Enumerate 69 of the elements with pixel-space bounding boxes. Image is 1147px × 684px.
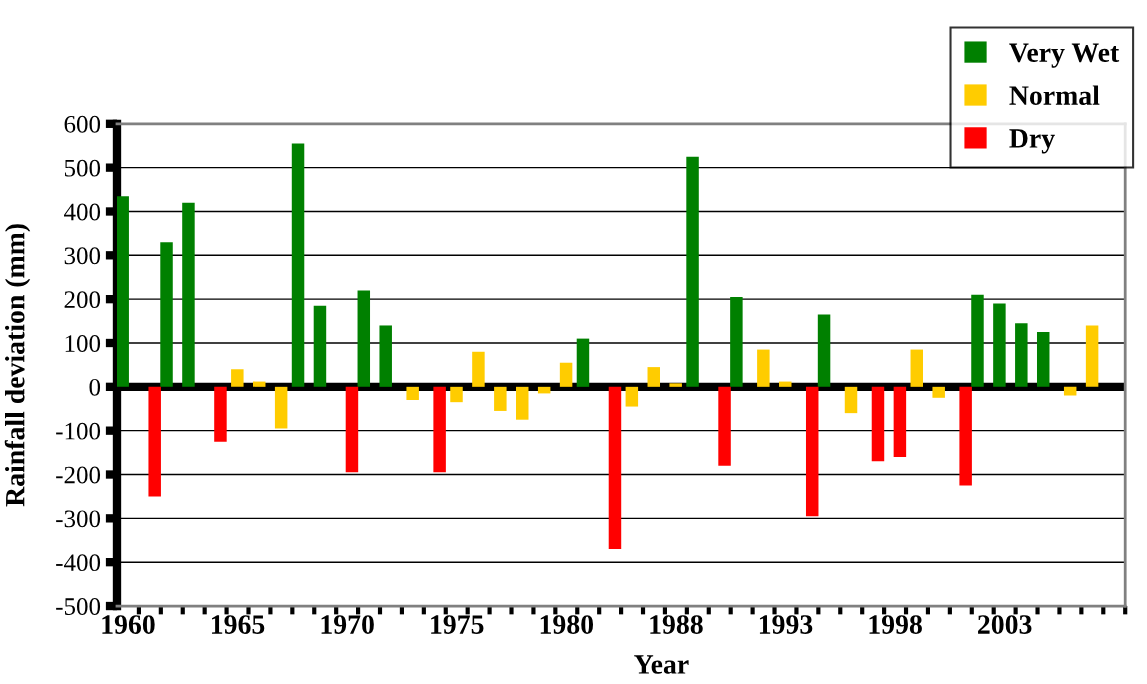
- bar: [472, 351, 485, 387]
- bar: [559, 362, 573, 387]
- bar: [993, 303, 1006, 387]
- y-tick-label: -400: [56, 554, 101, 572]
- x-axis-title: Year: [634, 655, 689, 674]
- bar: [669, 383, 682, 387]
- bar: [647, 367, 660, 387]
- x-tick-label: 1998: [869, 615, 922, 634]
- y-tick-label: 600: [64, 115, 101, 133]
- bar: [757, 349, 770, 387]
- y-tick-label: 300: [64, 247, 101, 265]
- bar: [313, 305, 327, 387]
- bar: [959, 386, 972, 486]
- bar: [971, 294, 984, 387]
- bar: [252, 381, 266, 387]
- bar: [379, 325, 392, 387]
- legend-label: Normal: [1009, 85, 1100, 105]
- x-tick-label: 1960: [102, 615, 155, 634]
- bar: [871, 386, 885, 462]
- bar: [406, 386, 419, 400]
- bar: [274, 386, 288, 429]
- bar: [494, 386, 507, 411]
- bar: [932, 386, 945, 398]
- y-tick-label: 200: [64, 291, 101, 309]
- bar: [718, 386, 731, 466]
- bar: [625, 386, 639, 407]
- bar: [516, 386, 529, 420]
- x-tick-label: 1970: [321, 615, 374, 634]
- bar: [1015, 323, 1028, 387]
- bar: [893, 386, 907, 457]
- bar: [182, 202, 195, 387]
- x-tick-label: 1965: [211, 615, 265, 634]
- y-tick-label: 500: [64, 159, 101, 177]
- y-tick-label: 0: [89, 378, 101, 396]
- y-tick-label: 100: [65, 335, 101, 352]
- bar: [357, 290, 371, 387]
- bar: [730, 296, 743, 387]
- x-tick-label: 1980: [540, 615, 594, 634]
- x-tick-label: 1975: [431, 615, 484, 634]
- bar: [1085, 325, 1099, 387]
- bar: [1036, 332, 1050, 387]
- bar: [214, 386, 227, 442]
- bar: [148, 386, 161, 497]
- y-axis-title: Rainfall deviation (mm): [4, 224, 31, 507]
- bar: [608, 386, 622, 550]
- y-tick-label: -200: [56, 466, 101, 484]
- legend-label: Dry: [1009, 129, 1055, 154]
- bar: [805, 386, 819, 517]
- bar: [779, 381, 792, 387]
- x-tick-label: 1988: [650, 615, 703, 634]
- y-tick-label: -500: [56, 598, 101, 615]
- bar: [576, 338, 590, 387]
- bar: [844, 386, 858, 414]
- bar: [160, 242, 173, 387]
- bar: [291, 143, 305, 387]
- bar: [1063, 386, 1077, 396]
- bar: [231, 369, 244, 387]
- bar: [910, 349, 924, 387]
- bar: [433, 386, 446, 473]
- bar: [817, 314, 831, 387]
- x-tick-label: 1993: [759, 615, 813, 634]
- bar: [450, 386, 463, 403]
- y-tick-label: 400: [64, 203, 101, 221]
- y-tick-label: -100: [56, 422, 101, 440]
- bar: [686, 156, 699, 387]
- legend-label: Very Wet: [1009, 43, 1120, 68]
- bar: [345, 386, 359, 473]
- x-tick-label: 2003: [978, 615, 1032, 634]
- y-tick-label: -300: [56, 510, 101, 528]
